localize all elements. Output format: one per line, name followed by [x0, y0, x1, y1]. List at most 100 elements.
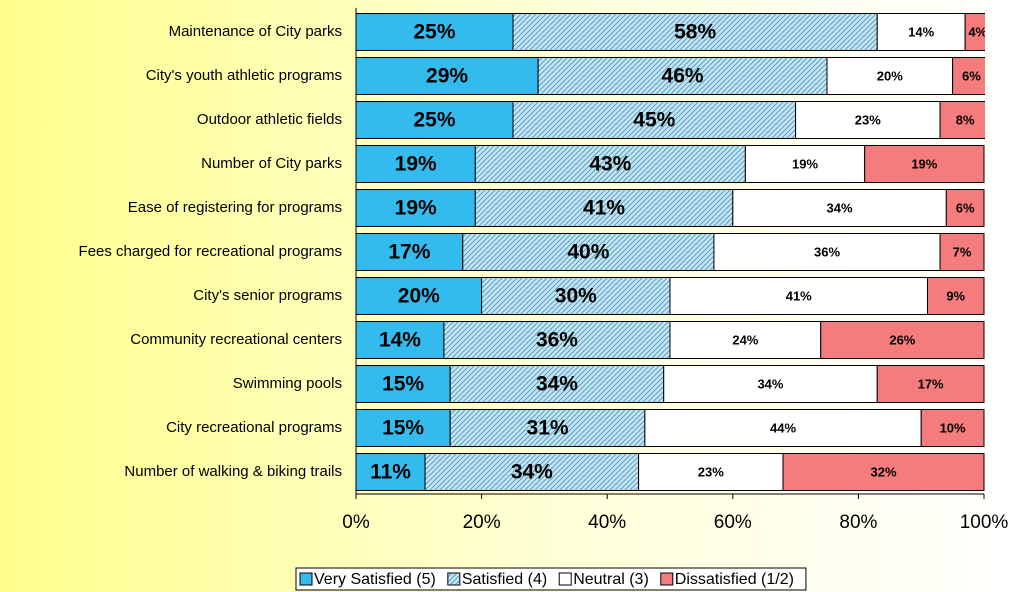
bar-segment [964, 13, 985, 51]
x-tick-label: 60% [714, 512, 752, 533]
data-label: 17% [918, 376, 944, 391]
data-label: 58% [674, 21, 716, 44]
data-label: 11% [370, 461, 411, 484]
bar-segment [356, 409, 451, 447]
category-label: City's youth athletic programs [146, 67, 342, 84]
data-label: 40% [567, 241, 609, 264]
legend-box [295, 567, 807, 591]
data-label: 6% [962, 68, 981, 83]
data-label: 34% [511, 461, 553, 484]
bar-segment [926, 277, 985, 315]
bar-segment [939, 233, 985, 271]
data-label: 9% [946, 288, 965, 303]
bar-segment [462, 233, 715, 271]
legend: Very Satisfied (5) Satisfied (4) Neutral (… [295, 567, 807, 591]
data-label: 29% [426, 65, 468, 88]
bar-segment [744, 145, 866, 183]
data-label: 19% [911, 156, 937, 171]
data-label: 20% [877, 68, 903, 83]
bar-segment [732, 189, 947, 227]
bar-segment [356, 101, 514, 139]
bar-segment [356, 321, 445, 359]
bar-segment [876, 365, 985, 403]
data-label: 10% [940, 420, 966, 435]
bar-segment [638, 453, 784, 491]
data-label: 19% [395, 153, 437, 176]
bar-segment [443, 321, 671, 359]
category-label: Outdoor athletic fields [197, 111, 342, 128]
legend-swatch [299, 572, 313, 586]
data-label: 24% [732, 332, 758, 347]
bar-segment [356, 277, 483, 315]
data-label: 23% [698, 464, 724, 479]
data-label: 25% [413, 21, 455, 44]
data-label: 14% [908, 24, 934, 39]
data-label: 23% [855, 112, 881, 127]
data-label: 41% [583, 197, 625, 220]
category-label: Number of walking & biking trails [124, 463, 342, 480]
data-label: 34% [827, 200, 853, 215]
x-tick-label: 20% [463, 512, 501, 533]
data-label: 20% [398, 285, 440, 308]
x-tick-label: 40% [588, 512, 626, 533]
data-label: 4% [968, 24, 987, 39]
legend-label: Dissatisfied (1/2) [675, 571, 794, 588]
bar-segment [481, 277, 671, 315]
bar-segment [449, 365, 665, 403]
data-label: 31% [527, 417, 569, 440]
data-label: 26% [889, 332, 915, 347]
bar-segment [356, 453, 426, 491]
legend-label: Very Satisfied (5) [314, 571, 436, 588]
data-label: 30% [555, 285, 597, 308]
bar-segment [474, 145, 746, 183]
data-label: 32% [871, 464, 897, 479]
bar-segment [537, 57, 828, 95]
bar-segment [356, 13, 514, 51]
legend-label: Satisfied (4) [462, 571, 547, 588]
data-label: 44% [770, 420, 796, 435]
bar-segment [952, 57, 985, 95]
bar-segment [876, 13, 966, 51]
data-label: 8% [956, 112, 975, 127]
bar-segment [356, 365, 451, 403]
bar-segment [669, 277, 928, 315]
bar-segment [512, 13, 878, 51]
data-label: 34% [536, 373, 578, 396]
bar-segment [356, 145, 476, 183]
bar-segment [449, 409, 646, 447]
bar-segment [512, 101, 797, 139]
legend-swatch [558, 572, 572, 586]
data-label: 36% [814, 244, 840, 259]
legend-label: Neutral (3) [573, 571, 649, 588]
data-label: 19% [792, 156, 818, 171]
x-tick-label: 80% [839, 512, 877, 533]
data-label: 36% [536, 329, 578, 352]
data-label: 6% [956, 200, 975, 215]
bar-segment [939, 101, 985, 139]
data-label: 45% [633, 109, 675, 132]
x-tick-label: 100% [960, 512, 1009, 533]
data-label: 14% [379, 329, 421, 352]
data-label: 17% [388, 241, 430, 264]
category-label: City recreational programs [166, 419, 342, 436]
bar-segment [945, 189, 985, 227]
bar-segment [864, 145, 985, 183]
plot: 25% 58% 14% 4% 29% 46% 20% 6% 25% 45% 23% 8% 19% 43% 1… [356, 13, 987, 491]
data-label: 46% [662, 65, 704, 88]
bar-segment [424, 453, 640, 491]
bar-segment [782, 453, 985, 491]
category-label: Community recreational centers [130, 331, 342, 348]
data-label: 41% [786, 288, 812, 303]
bar-segment [826, 57, 954, 95]
data-label: 15% [382, 417, 424, 440]
category-label: Number of City parks [201, 155, 342, 172]
data-label: 19% [395, 197, 437, 220]
data-label: 43% [589, 153, 631, 176]
legend-swatch [660, 572, 674, 586]
bar-segment [713, 233, 941, 271]
category-label: Maintenance of City parks [169, 23, 342, 40]
category-label: Swimming pools [233, 375, 342, 392]
data-label: 34% [757, 376, 783, 391]
data-label: 7% [953, 244, 972, 259]
bar-segment [920, 409, 985, 447]
